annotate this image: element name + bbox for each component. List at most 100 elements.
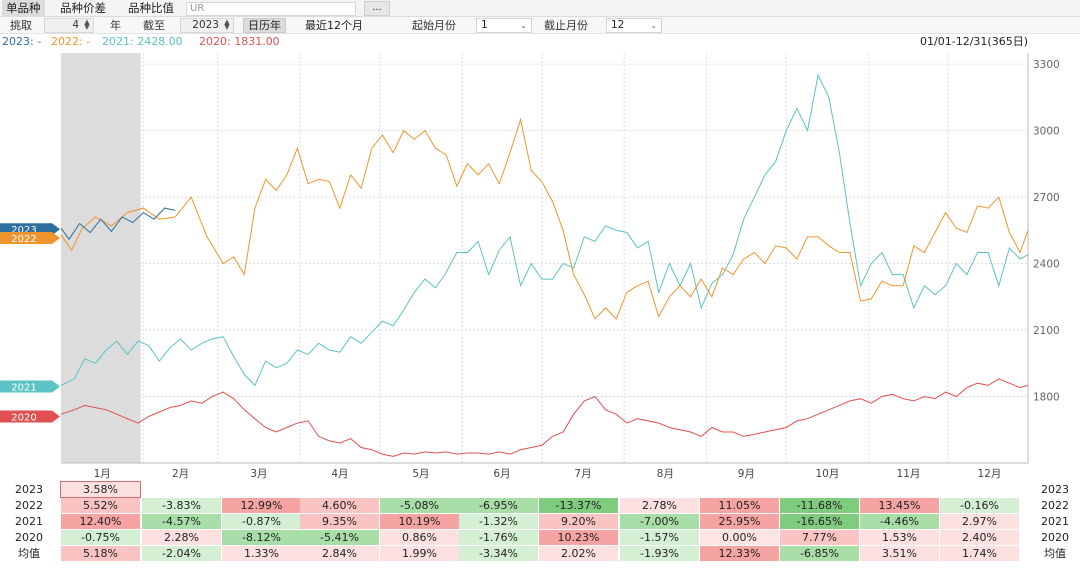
tab-variety-spread[interactable]: 品种价差 bbox=[60, 1, 106, 15]
table-cell: -11.68% bbox=[780, 498, 859, 513]
legend-2023: 2023: - bbox=[2, 35, 42, 48]
start-month-value: 1 bbox=[481, 19, 488, 31]
start-month-select[interactable]: 1 ⌄ bbox=[476, 18, 532, 33]
series-tag-label-2022: 2022 bbox=[11, 234, 36, 245]
x-tick-label: 3月 bbox=[250, 468, 267, 480]
table-row: 2022 5.52% -3.83% 12.99% 4.60% -5.08% -6.95% -1… bbox=[0, 498, 1080, 514]
series-tag-label-2020: 2020 bbox=[11, 412, 36, 423]
stepper-arrows-icon[interactable]: ▲ ▼ bbox=[224, 18, 230, 31]
table-cell: 1.99% bbox=[380, 546, 459, 561]
table-cell: -3.83% bbox=[142, 498, 221, 513]
table-cell bbox=[860, 482, 939, 497]
table-cell: -0.87% bbox=[222, 514, 301, 529]
table-cell bbox=[459, 482, 538, 497]
select-label: 挑取 bbox=[10, 19, 32, 32]
recent-12-months-button[interactable]: 最近12个月 bbox=[305, 19, 363, 32]
table-cell: -1.57% bbox=[620, 530, 699, 545]
tab-single-variety[interactable]: 单品种 bbox=[2, 0, 45, 17]
x-tick-label: 2月 bbox=[172, 468, 189, 480]
table-cell: -8.12% bbox=[222, 530, 301, 545]
symbol-input[interactable]: UR bbox=[186, 2, 356, 16]
shaded-month-band bbox=[61, 53, 141, 463]
table-cell: 9.20% bbox=[539, 514, 618, 529]
table-cell: -3.34% bbox=[459, 546, 538, 561]
x-tick-label: 5月 bbox=[412, 468, 429, 480]
series-line-2020 bbox=[60, 378, 1029, 457]
table-cell: 3.51% bbox=[860, 546, 939, 561]
table-cell: 1.74% bbox=[940, 546, 1019, 561]
series-line-2021 bbox=[60, 73, 1029, 387]
table-cell bbox=[780, 482, 859, 497]
row-year-label-right: 2020 bbox=[1041, 531, 1069, 544]
table-cell: -5.08% bbox=[380, 498, 459, 513]
table-row: 2023 3.58% 2023 bbox=[0, 481, 1080, 498]
end-month-label: 截止月份 bbox=[544, 19, 588, 32]
series-tag-label-2021: 2021 bbox=[11, 383, 36, 394]
table-cell: -5.41% bbox=[300, 530, 379, 545]
end-year-stepper[interactable]: 2023 ▲ ▼ bbox=[180, 18, 234, 33]
series-line-2023 bbox=[60, 207, 176, 241]
table-cell: 3.58% bbox=[60, 481, 141, 498]
table-cell: 2.40% bbox=[940, 530, 1019, 545]
y-tick-label: 2400 bbox=[1033, 259, 1060, 271]
y-tick-label: 3300 bbox=[1033, 59, 1060, 71]
x-tick-label: 10月 bbox=[815, 468, 839, 480]
end-month-value: 12 bbox=[611, 19, 625, 31]
table-cell: -1.32% bbox=[459, 514, 538, 529]
table-cell bbox=[222, 482, 301, 497]
calendar-year-button[interactable]: 日历年 bbox=[243, 18, 286, 33]
table-cell: 1.33% bbox=[222, 546, 301, 561]
table-cell: 12.40% bbox=[61, 514, 140, 529]
chevron-down-icon: ⌄ bbox=[520, 21, 527, 30]
table-cell: -16.65% bbox=[780, 514, 859, 529]
table-cell: 1.53% bbox=[860, 530, 939, 545]
y-tick-label: 1800 bbox=[1033, 392, 1060, 404]
row-year-label-right: 2023 bbox=[1041, 483, 1069, 496]
seasonal-line-chart: 1月 2月 3月 4月 5月 6月 7月 8月 9月 10月 11月 12月 1800 2100 2400 2… bbox=[0, 53, 1060, 480]
table-cell: 2.02% bbox=[539, 546, 618, 561]
table-cell: 12.33% bbox=[700, 546, 779, 561]
table-cell: -7.00% bbox=[620, 514, 699, 529]
x-tick-label: 7月 bbox=[574, 468, 591, 480]
year-count-stepper[interactable]: 4 ▲ ▼ bbox=[44, 18, 94, 33]
x-tick-label: 1月 bbox=[94, 468, 111, 480]
row-year-label: 均值 bbox=[18, 547, 40, 560]
series-tag-label-2023: 2023 bbox=[11, 225, 36, 236]
table-cell: 5.18% bbox=[61, 546, 140, 561]
year-label: 年 bbox=[110, 19, 121, 32]
y-tick-label: 2700 bbox=[1033, 192, 1060, 204]
x-tick-label: 9月 bbox=[738, 468, 755, 480]
table-cell: -4.46% bbox=[860, 514, 939, 529]
legend-2021: 2021: 2428.00 bbox=[102, 35, 183, 48]
start-month-label: 起始月份 bbox=[412, 19, 456, 32]
table-cell: 11.05% bbox=[700, 498, 779, 513]
stepper-arrows-icon[interactable]: ▲ ▼ bbox=[84, 18, 90, 31]
series-tag-2021 bbox=[0, 380, 60, 393]
row-year-label-right: 2021 bbox=[1041, 515, 1069, 528]
table-cell: 2.28% bbox=[142, 530, 221, 545]
table-cell: 5.52% bbox=[61, 498, 140, 513]
row-year-label: 2020 bbox=[15, 531, 43, 544]
row-year-label: 2023 bbox=[15, 483, 43, 496]
end-label: 截至 bbox=[143, 19, 165, 32]
table-cell bbox=[539, 482, 618, 497]
table-cell bbox=[380, 482, 459, 497]
table-cell bbox=[700, 482, 779, 497]
tab-variety-ratio[interactable]: 品种比值 bbox=[128, 1, 174, 15]
table-cell bbox=[142, 482, 221, 497]
table-cell: 7.77% bbox=[780, 530, 859, 545]
x-tick-label: 6月 bbox=[493, 468, 510, 480]
tab-bar: 单品种 品种价差 品种比值 UR ... bbox=[0, 0, 1080, 17]
table-cell: -1.76% bbox=[459, 530, 538, 545]
end-month-select[interactable]: 12 ⌄ bbox=[606, 18, 662, 33]
row-year-label: 2021 bbox=[15, 515, 43, 528]
table-cell: 25.95% bbox=[700, 514, 779, 529]
table-cell: -6.95% bbox=[459, 498, 538, 513]
more-button[interactable]: ... bbox=[364, 1, 390, 16]
control-bar: 挑取 4 ▲ ▼ 年 截至 2023 ▲ ▼ 日历年 最近12个月 起始月份 1 ⌄… bbox=[0, 17, 1080, 34]
x-tick-label: 4月 bbox=[331, 468, 348, 480]
table-cell: -0.75% bbox=[61, 530, 140, 545]
table-cell: 9.35% bbox=[300, 514, 379, 529]
table-row: 2021 12.40% -4.57% -0.87% 9.35% 10.19% -1.32% 9… bbox=[0, 514, 1080, 530]
y-tick-label: 3000 bbox=[1033, 126, 1060, 138]
